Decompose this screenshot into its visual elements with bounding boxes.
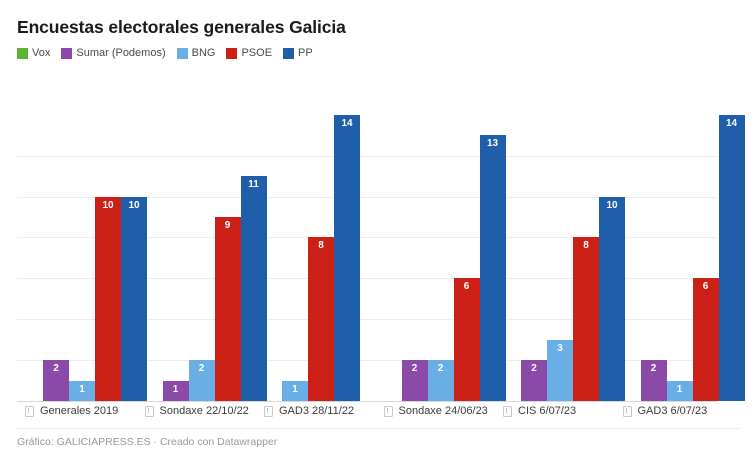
gridline xyxy=(17,196,717,198)
document-icon xyxy=(383,405,393,417)
legend-item-bng[interactable]: BNG xyxy=(176,46,216,59)
legend-item-sumar-podemos[interactable]: Sumar (Podemos) xyxy=(61,46,166,59)
bar-value-label: 3 xyxy=(557,342,563,354)
x-axis-label-group[interactable]: GAD3 6/07/23 xyxy=(622,402,708,420)
bar-bng[interactable]: 3 xyxy=(547,339,573,401)
bar-group: 1 8 14 xyxy=(282,68,386,401)
bar-value-label: 2 xyxy=(411,363,418,375)
bar-sumar-podemos[interactable]: 2 xyxy=(521,360,547,401)
bar-value-label: 6 xyxy=(463,281,470,293)
document-icon xyxy=(622,405,632,417)
gridline xyxy=(17,360,717,362)
bar-psoe[interactable]: 8 xyxy=(573,237,599,401)
document-icon xyxy=(264,405,273,417)
x-axis-label-text: Sondaxe 24/06/23 xyxy=(398,405,488,417)
footer-credit: Gráfico: GALICIAPRESS.ES · Creado con Da… xyxy=(17,436,278,448)
document-icon xyxy=(503,405,512,417)
gridline xyxy=(17,319,717,321)
bar-value-label: 8 xyxy=(583,240,589,252)
legend-swatch-icon xyxy=(61,47,73,59)
bar-sumar-podemos[interactable]: 2 xyxy=(640,360,667,401)
bar-sumar-podemos[interactable]: 1 xyxy=(162,380,189,401)
bar-value-label: 14 xyxy=(341,117,353,129)
page-title: Encuestas electorales generales Galicia xyxy=(17,17,346,37)
bar-value-label: 2 xyxy=(531,363,537,375)
bar-value-label: 1 xyxy=(172,383,179,395)
x-axis-label-group[interactable]: Sondaxe 24/06/23 xyxy=(383,402,488,420)
bar-group: 1 2 9 11 xyxy=(162,68,267,401)
legend-item-label: PSOE xyxy=(241,46,273,59)
bar-pp[interactable]: 10 xyxy=(599,196,625,401)
bar-psoe[interactable]: 9 xyxy=(214,216,241,401)
bar-value-label: 10 xyxy=(606,199,618,211)
document-icon xyxy=(25,405,34,417)
bar-bng[interactable]: 2 xyxy=(427,360,454,401)
bar-sumar-podemos[interactable]: 2 xyxy=(401,360,428,401)
bar-pp[interactable]: 13 xyxy=(479,135,506,401)
bar-value-label: 2 xyxy=(650,363,657,375)
legend-item-pp[interactable]: PP xyxy=(283,46,313,59)
gridline xyxy=(17,155,717,157)
bar-pp[interactable]: 11 xyxy=(240,176,267,401)
bar-bng[interactable]: 1 xyxy=(69,380,95,401)
legend-item-vox[interactable]: Vox xyxy=(17,46,51,59)
axis-baseline xyxy=(17,401,717,402)
bar-group: 2 1 10 10 xyxy=(43,68,147,401)
x-axis-label-group[interactable]: GAD3 28/11/22 xyxy=(264,402,354,420)
bar-group: 2 2 6 13 xyxy=(401,68,506,401)
x-axis-label-group[interactable]: Generales 2019 xyxy=(25,402,118,420)
x-axis-label-text: GAD3 6/07/23 xyxy=(637,405,708,417)
bar-psoe[interactable]: 8 xyxy=(308,237,334,401)
bar-group: 2 1 6 14 xyxy=(640,68,745,401)
bar-bng[interactable]: 2 xyxy=(188,360,215,401)
bar-value-label: 1 xyxy=(79,383,85,395)
bar-value-label: 10 xyxy=(128,199,140,211)
bar-psoe[interactable]: 10 xyxy=(95,196,121,401)
bar-value-label: 8 xyxy=(318,240,324,252)
bar-sumar-podemos[interactable]: 2 xyxy=(43,360,69,401)
x-axis-label-text: CIS 6/07/23 xyxy=(518,405,577,417)
x-axis-label-text: Generales 2019 xyxy=(40,405,119,417)
bar-group: 2 3 8 10 xyxy=(521,68,625,401)
bar-pp[interactable]: 10 xyxy=(121,196,147,401)
gridline xyxy=(17,237,717,239)
bar-bng[interactable]: 1 xyxy=(666,380,693,401)
bar-value-label: 14 xyxy=(725,117,738,129)
footer-divider xyxy=(17,428,739,429)
legend-swatch-icon xyxy=(283,47,295,59)
bar-value-label: 1 xyxy=(676,383,683,395)
bar-value-label: 6 xyxy=(702,281,709,293)
legend-item-label: Sumar (Podemos) xyxy=(76,46,166,59)
legend-swatch-icon xyxy=(17,47,28,59)
legend-item-psoe[interactable]: PSOE xyxy=(226,46,273,59)
legend-item-label: BNG xyxy=(191,46,216,59)
bar-value-label: 9 xyxy=(224,219,231,231)
legend-swatch-icon xyxy=(226,47,238,59)
bar-value-label: 2 xyxy=(53,363,59,375)
x-axis: Generales 2019 Sondaxe 22/10/22 GAD3 28/11… xyxy=(17,402,717,424)
chart-legend: Vox Sumar (Podemos) BNG PSOE PP xyxy=(17,46,324,60)
legend-item-label: PP xyxy=(298,46,313,59)
plot-area: 24681012211010129111814226132381021614 xyxy=(17,68,745,402)
x-axis-label-text: GAD3 28/11/22 xyxy=(279,405,355,417)
legend-item-label: Vox xyxy=(32,46,51,59)
bar-value-label: 2 xyxy=(437,363,444,375)
document-icon xyxy=(144,405,154,417)
x-axis-label-group[interactable]: Sondaxe 22/10/22 xyxy=(144,402,249,420)
gridline xyxy=(17,278,717,280)
bar-bng[interactable]: 1 xyxy=(282,380,308,401)
bar-value-label: 2 xyxy=(198,363,205,375)
bar-value-label: 11 xyxy=(248,179,259,191)
bar-pp[interactable]: 14 xyxy=(334,114,360,401)
bar-value-label: 10 xyxy=(102,199,114,211)
legend-swatch-icon xyxy=(176,47,188,59)
bar-value-label: 13 xyxy=(486,138,499,150)
bar-psoe[interactable]: 6 xyxy=(692,278,719,401)
bar-pp[interactable]: 14 xyxy=(718,114,745,401)
x-axis-label-text: Sondaxe 22/10/22 xyxy=(159,405,249,417)
bar-psoe[interactable]: 6 xyxy=(453,278,480,401)
x-axis-label-group[interactable]: CIS 6/07/23 xyxy=(503,402,576,420)
bar-value-label: 1 xyxy=(292,383,298,395)
